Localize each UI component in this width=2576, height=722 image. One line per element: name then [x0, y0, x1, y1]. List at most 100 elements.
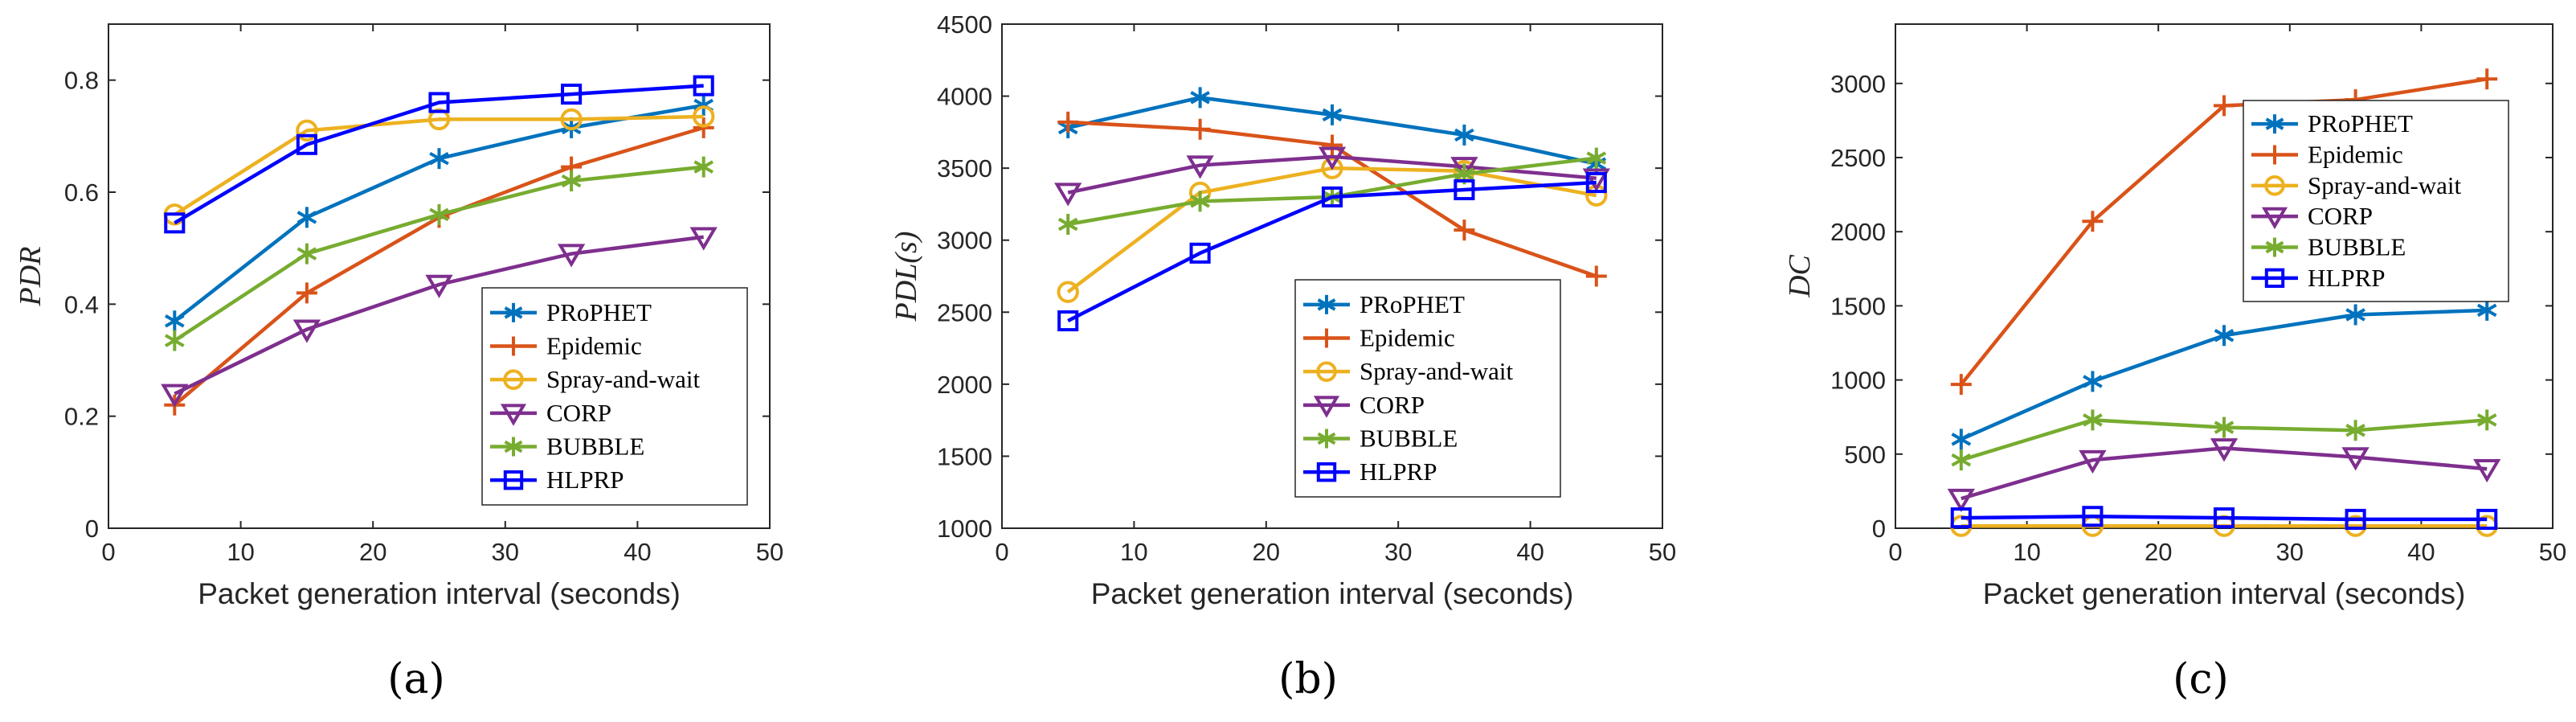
- data-point: [296, 207, 317, 228]
- legend-marker: [1313, 396, 1340, 418]
- data-point: [1950, 507, 1972, 529]
- legend-item: BUBBLE: [2251, 233, 2406, 261]
- data-point: [161, 384, 189, 408]
- x-tick-label: 30: [2276, 538, 2304, 566]
- series-hlprp: [1057, 172, 1607, 332]
- data-point: [296, 133, 317, 155]
- data-point: [2083, 409, 2103, 431]
- data-point: [164, 310, 185, 332]
- chart-panel-c: 0 10 20 30 40 50050010001500200025003000Packe…: [1783, 23, 2566, 704]
- legend-box: [2243, 100, 2509, 302]
- series-corp: [1054, 146, 1610, 207]
- legend-item: HLPRP: [2251, 264, 2385, 292]
- legend-marker: [1316, 361, 1337, 382]
- data-point: [1450, 157, 1478, 181]
- data-point: [1322, 134, 1343, 156]
- legend-item: CORP: [2251, 202, 2373, 230]
- legend-marker: [2261, 207, 2288, 230]
- data-point: [693, 117, 714, 138]
- y-tick-label: 0: [85, 515, 99, 543]
- data-point: [2214, 95, 2235, 117]
- legend-item: BUBBLE: [490, 433, 644, 461]
- x-tick-label: 30: [1384, 538, 1412, 566]
- legend-label: Epidemic: [546, 332, 642, 360]
- y-tick-label: 0.8: [64, 67, 99, 95]
- series-hlprp: [1950, 506, 2498, 530]
- y-tick-label: 3500: [937, 154, 992, 183]
- chart-panel-a: 0 10 20 30 40 50 0 0.2 0.4 0.6 0.8 Packet generatio…: [14, 23, 783, 704]
- data-point: [1057, 281, 1079, 303]
- data-point: [2210, 438, 2239, 462]
- legend-label: CORP: [1360, 391, 1425, 419]
- data-point: [296, 119, 318, 142]
- legend: PRoPHET Epidemic Spray-and-wait CORP BUBBLE H…: [481, 287, 748, 506]
- series-bubble: [1951, 409, 2497, 471]
- data-point: [429, 148, 449, 170]
- series-bubble: [164, 156, 714, 351]
- legend-item: BUBBLE: [1303, 425, 1458, 453]
- data-point: [1318, 146, 1347, 170]
- data-point: [1586, 147, 1607, 169]
- legend-marker: [1316, 462, 1337, 482]
- legend-box: [1294, 279, 1561, 498]
- x-tick-label: 20: [2145, 538, 2172, 566]
- data-point: [1454, 219, 1475, 241]
- legend-box: [481, 287, 748, 506]
- data-point: [425, 274, 453, 298]
- legend-item: HLPRP: [1303, 457, 1437, 486]
- legend-marker: [2264, 268, 2285, 289]
- data-point: [2082, 506, 2104, 527]
- panel-caption: (b): [1278, 655, 1338, 704]
- legend-marker: [1317, 294, 1336, 314]
- data-point: [2214, 325, 2235, 347]
- legend-marker: [504, 302, 523, 322]
- data-point: [1454, 124, 1474, 146]
- legend-marker: [2265, 237, 2284, 257]
- y-axis-label: PDL(s): [889, 232, 923, 322]
- x-tick-label: 30: [492, 538, 519, 566]
- legend-label: PRoPHET: [1360, 290, 1465, 318]
- series-line: [1961, 446, 2488, 501]
- series-line: [1067, 180, 1597, 323]
- legend-label: BUBBLE: [2308, 233, 2406, 261]
- data-point: [2345, 508, 2366, 530]
- legend-item: CORP: [1303, 391, 1425, 419]
- series-prophet: [1951, 299, 2497, 450]
- y-tick-label: 3000: [937, 227, 992, 255]
- legend-item: Epidemic: [2251, 141, 2403, 169]
- data-point: [2476, 68, 2498, 90]
- panel-caption: (c): [2173, 655, 2229, 704]
- data-point: [1947, 488, 1975, 513]
- data-point: [1057, 111, 1079, 133]
- data-point: [560, 108, 583, 131]
- data-point: [1189, 242, 1211, 264]
- y-tick-label: 4000: [937, 83, 992, 111]
- data-point: [693, 156, 714, 178]
- series-line: [174, 114, 704, 216]
- data-point: [2213, 507, 2235, 529]
- y-axis-label: DC: [1783, 254, 1817, 297]
- x-tick-label: 0: [995, 538, 1008, 566]
- legend-item: PRoPHET: [490, 298, 652, 326]
- legend-marker: [504, 437, 523, 457]
- data-point: [561, 84, 583, 105]
- legend-label: Spray-and-wait: [2308, 171, 2461, 199]
- legend-label: BUBBLE: [546, 433, 644, 461]
- legend-marker: [2265, 145, 2284, 165]
- y-tick-label: 0.4: [64, 290, 99, 318]
- data-point: [1057, 214, 1078, 236]
- data-point: [2473, 458, 2501, 483]
- x-tick-label: 50: [2539, 538, 2566, 566]
- legend-label: HLPRP: [1360, 457, 1437, 486]
- series-hlprp: [164, 75, 714, 234]
- legend-label: HLPRP: [546, 466, 624, 494]
- x-axis-label: Packet generation interval (seconds): [1091, 577, 1574, 610]
- legend-marker: [2265, 114, 2284, 134]
- data-point: [1186, 155, 1214, 179]
- data-point: [1321, 157, 1343, 179]
- legend-label: HLPRP: [2308, 264, 2385, 292]
- data-point: [2341, 447, 2370, 471]
- data-point: [1189, 118, 1211, 140]
- y-tick-label: 0.2: [64, 403, 99, 431]
